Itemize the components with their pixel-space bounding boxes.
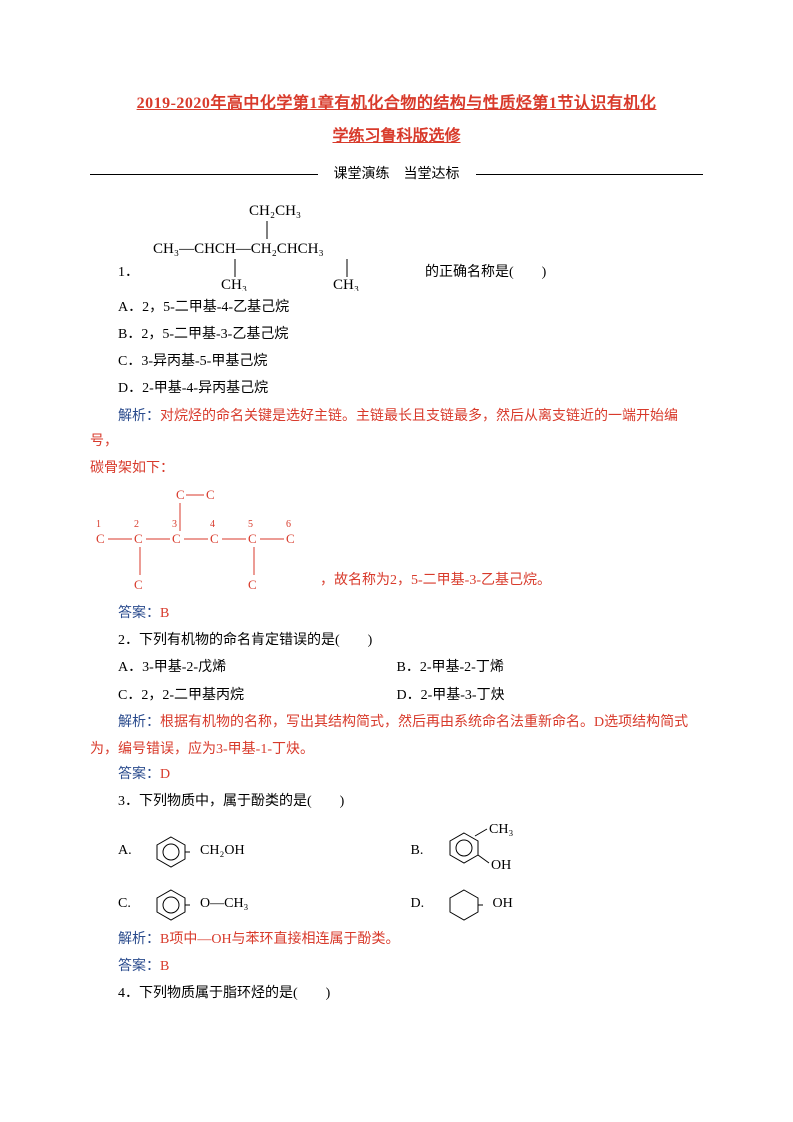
answer-label: 答案： [118,767,160,782]
q3-d-text: OH [493,891,513,916]
q1-explain-text3: ，故名称为2，5-二甲基-3-乙基己烷。 [320,568,551,601]
svg-text:1: 1 [96,519,101,530]
svg-text:2: 2 [134,519,139,530]
q1-structure-diagram: CH₂CH₃ CH₃—CHCH—CH₂CHCH₃ CH₃ CH₃ [145,199,415,291]
svg-text:C: C [172,531,181,546]
q2-option-b: B．2-甲基-2-丁烯 [397,655,704,682]
q1-number: 1． [90,260,145,291]
q1-option-b: B．2，5-二甲基-3-乙基己烷 [90,322,703,347]
q1-explain-line1: 解析：对烷烃的命名关键是选好主链。主链最长且支链最多，然后从离支链近的一端开始编… [90,404,703,454]
rule-left [90,174,318,175]
svg-text:C: C [134,577,143,592]
explain-label: 解析： [118,715,160,730]
svg-text:C: C [286,531,295,546]
q1-answer-value: B [160,606,169,621]
q3-option-c: C. O—CH₃ [118,887,411,921]
q3-options-grid: A. CH₂OH B. CH₃ OH C. O—CH₃ D. OH [118,823,703,921]
explain-label: 解析： [118,409,160,424]
q3-explain-text: B项中—OH与苯环直接相连属于酚类。 [160,932,400,947]
cyclohexane-icon [445,887,483,921]
q3-option-a: A. CH₂OH [118,823,411,879]
q4-stem: 4．下列物质属于脂环烃的是( ) [90,981,703,1006]
q3-a-text: CH₂OH [200,838,245,863]
q3-label-b: B. [411,838,435,863]
q2-option-c: C．2，2-二甲基丙烷 [90,683,397,708]
q2-options-row2: C．2，2-二甲基丙烷 D．2-甲基-3-丁炔 [90,683,703,710]
q3-answer: 答案：B [90,954,703,979]
svg-text:CH₃: CH₃ [489,823,513,837]
rule-right [476,174,704,175]
q1-answer: 答案：B [90,601,703,626]
svg-text:C: C [210,531,219,546]
branch-top: CH₂CH₃ [249,203,301,219]
benzene-icon [152,834,190,868]
svg-text:C: C [134,531,143,546]
svg-text:C: C [176,487,185,502]
svg-text:6: 6 [286,519,291,530]
svg-text:C: C [96,531,105,546]
svg-text:OH: OH [491,858,511,873]
q3-label-c: C. [118,891,142,916]
q1-stem-tail: 的正确名称是( ) [415,260,546,291]
branch-br: CH₃ [333,277,359,291]
q2-explain-line1: 解析：根据有机物的名称，写出其结构简式，然后再由系统命名法重新命名。D选项结构简… [90,710,703,735]
q3-explain: 解析：B项中—OH与苯环直接相连属于酚类。 [90,927,703,952]
q2-option-a: A．3-甲基-2-戊烯 [90,655,397,680]
answer-label: 答案： [118,606,160,621]
q3-option-d: D. OH [411,887,704,921]
doc-title-line2: 学练习鲁科版选修 [90,123,703,152]
doc-title-line1: 2019-2020年高中化学第1章有机化合物的结构与性质烃第1节认识有机化 [90,90,703,119]
q1-row: 1． CH₂CH₃ CH₃—CHCH—CH₂CHCH₃ CH₃ CH₃ 的正确名… [90,199,703,291]
explain-label: 解析： [118,932,160,947]
q3-label-d: D. [411,891,435,916]
q1-explain-text2: 碳骨架如下： [90,456,703,481]
svg-text:4: 4 [210,519,215,530]
q2-option-d: D．2-甲基-3-丁炔 [397,683,704,710]
q1-explain-text1: 对烷烃的命名关键是选好主链。主链最长且支链最多，然后从离支链近的一端开始编号， [90,409,678,449]
q1-skeleton-diagram: C C 1 2 3 4 5 6 C C C C C C [90,485,320,597]
q2-answer: 答案：D [90,762,703,787]
svg-text:3: 3 [172,519,177,530]
q1-option-c: C．3-异丙基-5-甲基己烷 [90,349,703,374]
svg-text:5: 5 [248,519,253,530]
cresol-icon: CH₃ OH [445,823,535,879]
branch-bl: CH₃ [221,277,247,291]
svg-text:C: C [248,577,257,592]
q1-option-d: D．2-甲基-4-异丙基己烷 [90,376,703,401]
subtitle-text: 课堂演练 当堂达标 [318,162,476,187]
q2-answer-value: D [160,767,170,782]
q3-option-b: B. CH₃ OH [411,823,704,879]
q2-explain-text1: 根据有机物的名称，写出其结构简式，然后再由系统命名法重新命名。D选项结构简式 [160,715,688,730]
benzene-icon [152,887,190,921]
q3-stem: 3．下列物质中，属于酚类的是( ) [90,789,703,814]
q1-skeleton-row: C C 1 2 3 4 5 6 C C C C C C [90,481,703,601]
svg-text:C: C [206,487,215,502]
q1-option-a: A．2，5-二甲基-4-乙基己烷 [90,295,703,320]
svg-text:C: C [248,531,257,546]
q3-c-text: O—CH₃ [200,891,248,916]
q2-explain-text2: 为，编号错误，应为3-甲基-1-丁炔。 [90,737,703,762]
subtitle-row: 课堂演练 当堂达标 [90,162,703,187]
q2-stem: 2．下列有机物的命名肯定错误的是( ) [90,628,703,653]
answer-label: 答案： [118,959,160,974]
page: 2019-2020年高中化学第1章有机化合物的结构与性质烃第1节认识有机化 学练… [0,0,793,1048]
q3-label-a: A. [118,838,142,863]
q2-options-row1: A．3-甲基-2-戊烯 B．2-甲基-2-丁烯 [90,655,703,682]
main-chain: CH₃—CHCH—CH₂CHCH₃ [153,241,324,257]
q3-answer-value: B [160,959,169,974]
